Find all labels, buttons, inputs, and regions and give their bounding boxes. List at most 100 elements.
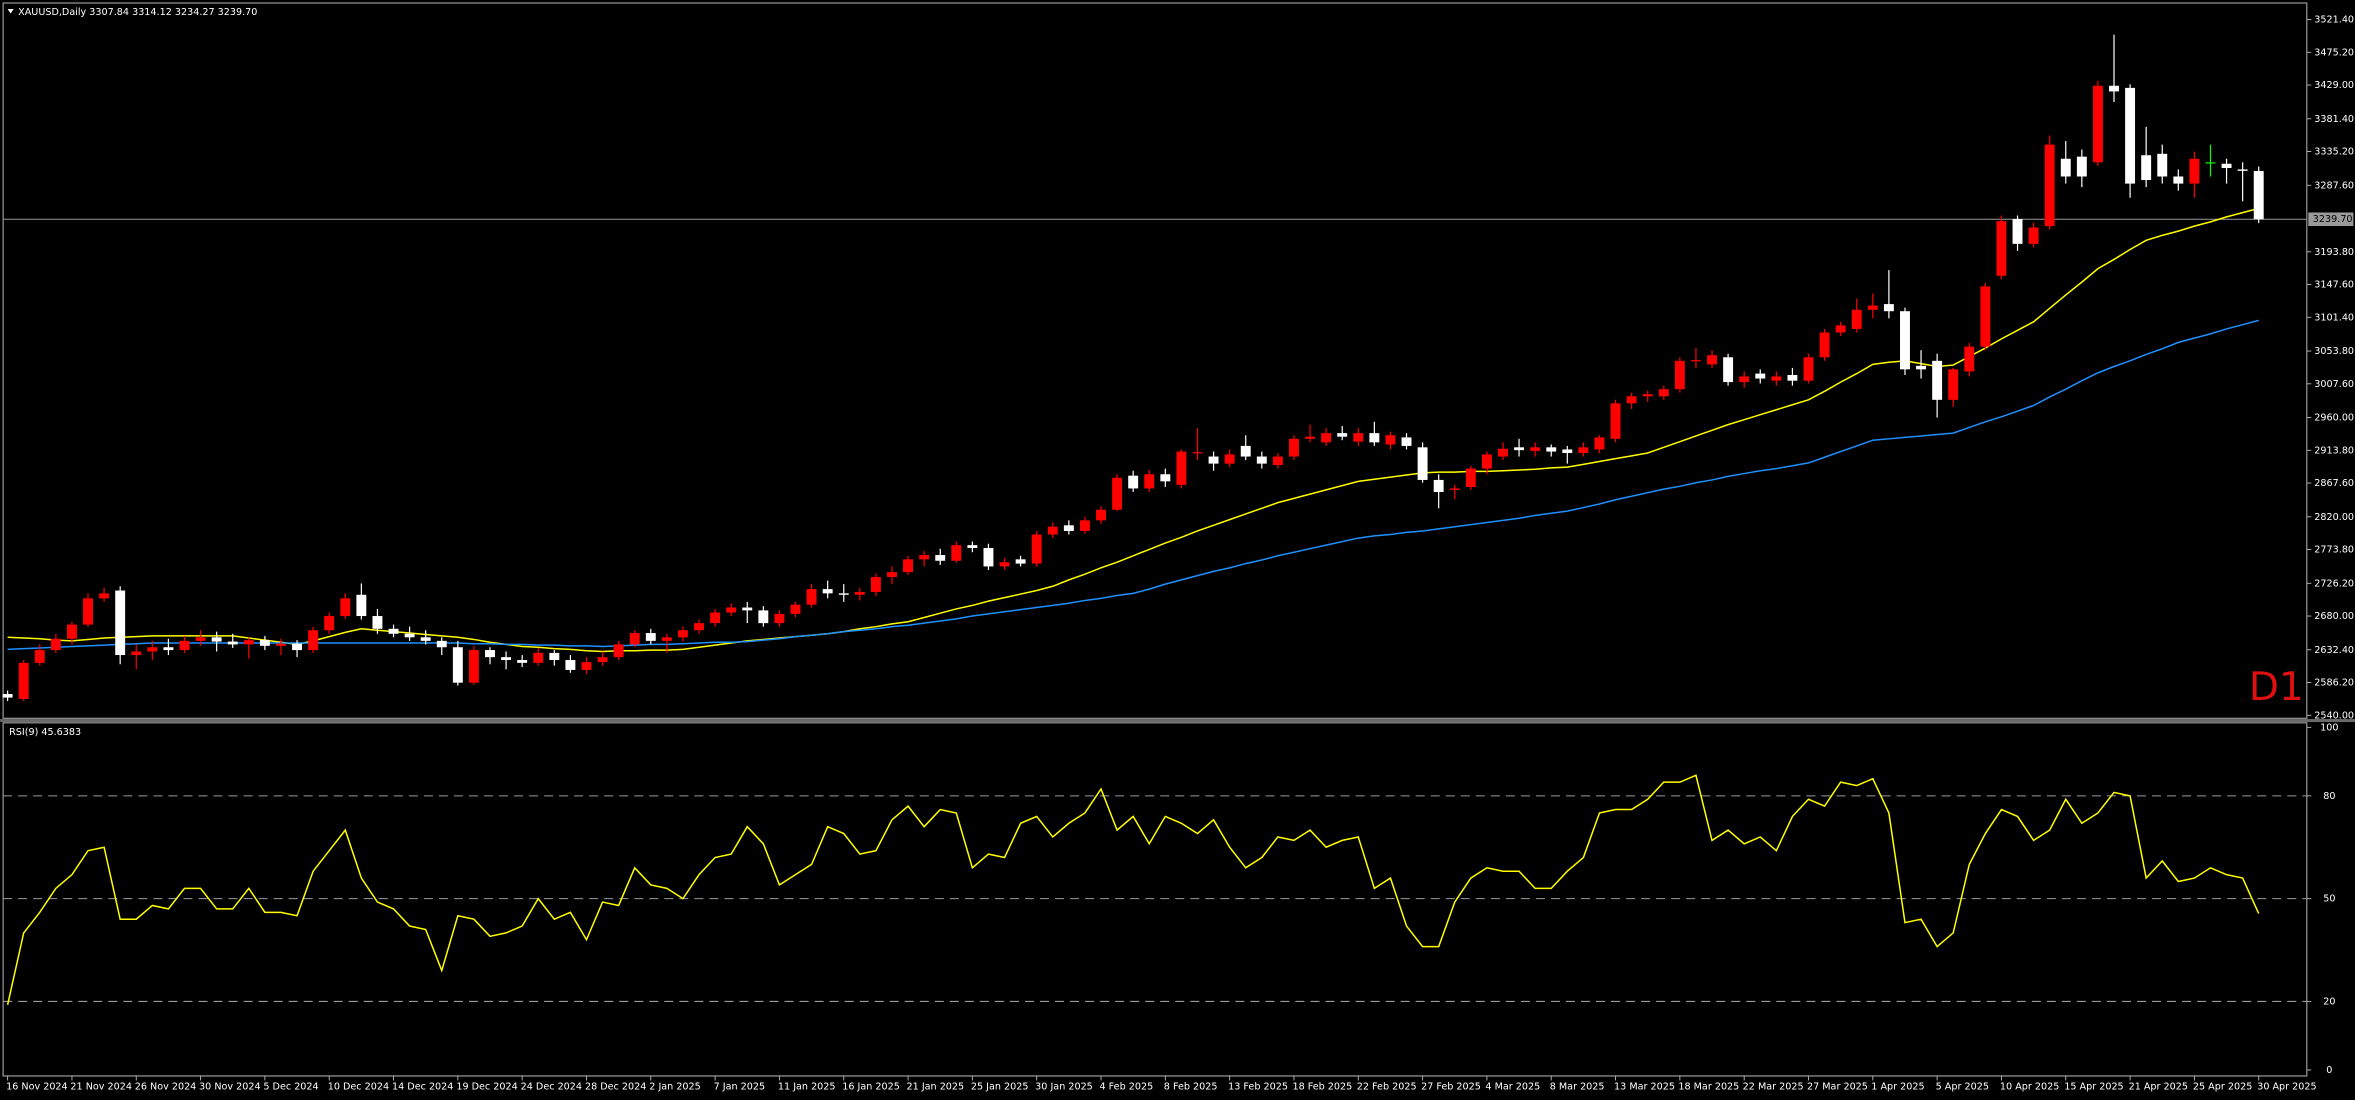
x-tick-label: 2 Jan 2025 — [649, 1081, 701, 1092]
candle-body — [517, 660, 528, 663]
candle-body — [838, 593, 849, 595]
x-tick-label: 28 Dec 2024 — [585, 1081, 646, 1092]
x-tick-label: 27 Feb 2025 — [1421, 1081, 1481, 1092]
candle-body — [292, 643, 303, 651]
candle-body — [420, 637, 431, 641]
candle-body — [1063, 525, 1074, 531]
candle-body — [147, 647, 158, 652]
x-tick-label: 1 Apr 2025 — [1871, 1081, 1924, 1092]
candle-body — [1272, 456, 1283, 466]
x-tick-label: 18 Feb 2025 — [1292, 1081, 1352, 1092]
candle-body — [2141, 155, 2152, 181]
x-tick-label: 21 Jan 2025 — [907, 1081, 965, 1092]
candle-body — [1594, 437, 1605, 450]
candle-body — [1980, 286, 1991, 347]
candle-body — [1449, 488, 1460, 490]
candle-body — [18, 662, 29, 699]
candle-body — [1144, 474, 1155, 489]
candle-body — [227, 641, 238, 645]
candle-body — [1417, 447, 1428, 480]
candle-body — [710, 612, 721, 624]
x-tick-label: 5 Apr 2025 — [1936, 1081, 1989, 1092]
candle-body — [1160, 474, 1171, 482]
candle-body — [1128, 475, 1139, 489]
y-tick-label: 3429.00 — [2314, 80, 2354, 91]
candle-body — [645, 633, 656, 641]
candle-body — [2, 694, 13, 698]
candle-body — [1707, 355, 1717, 365]
candle-body — [388, 628, 399, 634]
x-tick-label: 15 Apr 2025 — [2064, 1081, 2123, 1092]
y-tick-label: 2960.00 — [2314, 413, 2354, 424]
candle-body — [854, 591, 865, 595]
candle-body — [1096, 509, 1106, 521]
candle-body — [1690, 360, 1701, 362]
candle-body — [533, 652, 544, 663]
candle-body — [1755, 373, 1766, 379]
candle-body — [629, 633, 640, 645]
candle-body — [179, 640, 190, 651]
candle-body — [1256, 456, 1267, 464]
y-tick-label: 2867.60 — [2314, 478, 2354, 489]
y-tick-label: 100 — [2320, 722, 2338, 733]
candle-body — [2092, 85, 2103, 163]
candle-body — [919, 555, 930, 560]
candle-body — [1932, 360, 1943, 400]
x-tick-label: 26 Nov 2024 — [135, 1081, 197, 1092]
candle-body — [822, 589, 833, 594]
x-tick-label: 21 Nov 2024 — [70, 1081, 132, 1092]
candle-body — [1224, 454, 1235, 464]
candle-body — [1851, 309, 1862, 329]
candle-body — [565, 660, 576, 670]
y-tick-label: 3381.40 — [2314, 114, 2354, 125]
x-tick-label: 18 Mar 2025 — [1678, 1081, 1739, 1092]
candle-body — [1530, 447, 1541, 451]
panel-separator — [0, 719, 2355, 723]
candle-body — [2205, 162, 2216, 164]
x-tick-label: 4 Mar 2025 — [1485, 1081, 1540, 1092]
candle-body — [1465, 468, 1476, 488]
candle-body — [1867, 305, 1878, 310]
candle-body — [1385, 435, 1396, 445]
candle-body — [83, 598, 93, 625]
candle-body — [1481, 454, 1492, 469]
candle-body — [887, 572, 897, 578]
y-tick-label: 3335.20 — [2314, 147, 2354, 158]
candle-body — [742, 607, 753, 611]
candle-body — [99, 593, 110, 599]
candle-body — [2012, 219, 2023, 244]
candle-body — [661, 637, 672, 641]
candle-body — [1562, 449, 1573, 453]
candle-body — [324, 616, 335, 631]
x-tick-label: 25 Jan 2025 — [971, 1081, 1029, 1092]
candle-body — [983, 547, 994, 567]
candle-body — [468, 650, 479, 683]
x-tick-label: 21 Apr 2025 — [2129, 1081, 2188, 1092]
timeframe-label: D1 — [2249, 665, 2304, 710]
candle-body — [613, 644, 624, 658]
menu-triangle[interactable] — [7, 9, 14, 14]
y-tick-label: 0 — [2326, 1065, 2332, 1076]
candle-body — [1289, 438, 1299, 457]
candle-body — [1369, 433, 1380, 443]
candle-body — [774, 613, 785, 624]
candle-body — [195, 637, 206, 641]
y-tick-label: 3053.80 — [2314, 346, 2354, 357]
candle-body — [935, 555, 946, 561]
candle-body — [66, 624, 77, 639]
candle-body — [115, 590, 126, 656]
candle-body — [1401, 437, 1412, 446]
candle-body — [34, 650, 45, 663]
candle-body — [1626, 396, 1637, 404]
candle-body — [694, 623, 704, 631]
candle-body — [1916, 365, 1927, 370]
x-tick-label: 11 Jan 2025 — [778, 1081, 836, 1092]
y-tick-label: 2913.80 — [2314, 445, 2354, 456]
candle-body — [340, 598, 351, 617]
rsi-panel-frame — [2, 722, 2308, 1077]
x-tick-label: 30 Apr 2025 — [2257, 1081, 2316, 1092]
x-tick-label: 16 Jan 2025 — [842, 1081, 900, 1092]
candle-body — [1964, 346, 1975, 372]
candle-body — [1900, 311, 1910, 370]
